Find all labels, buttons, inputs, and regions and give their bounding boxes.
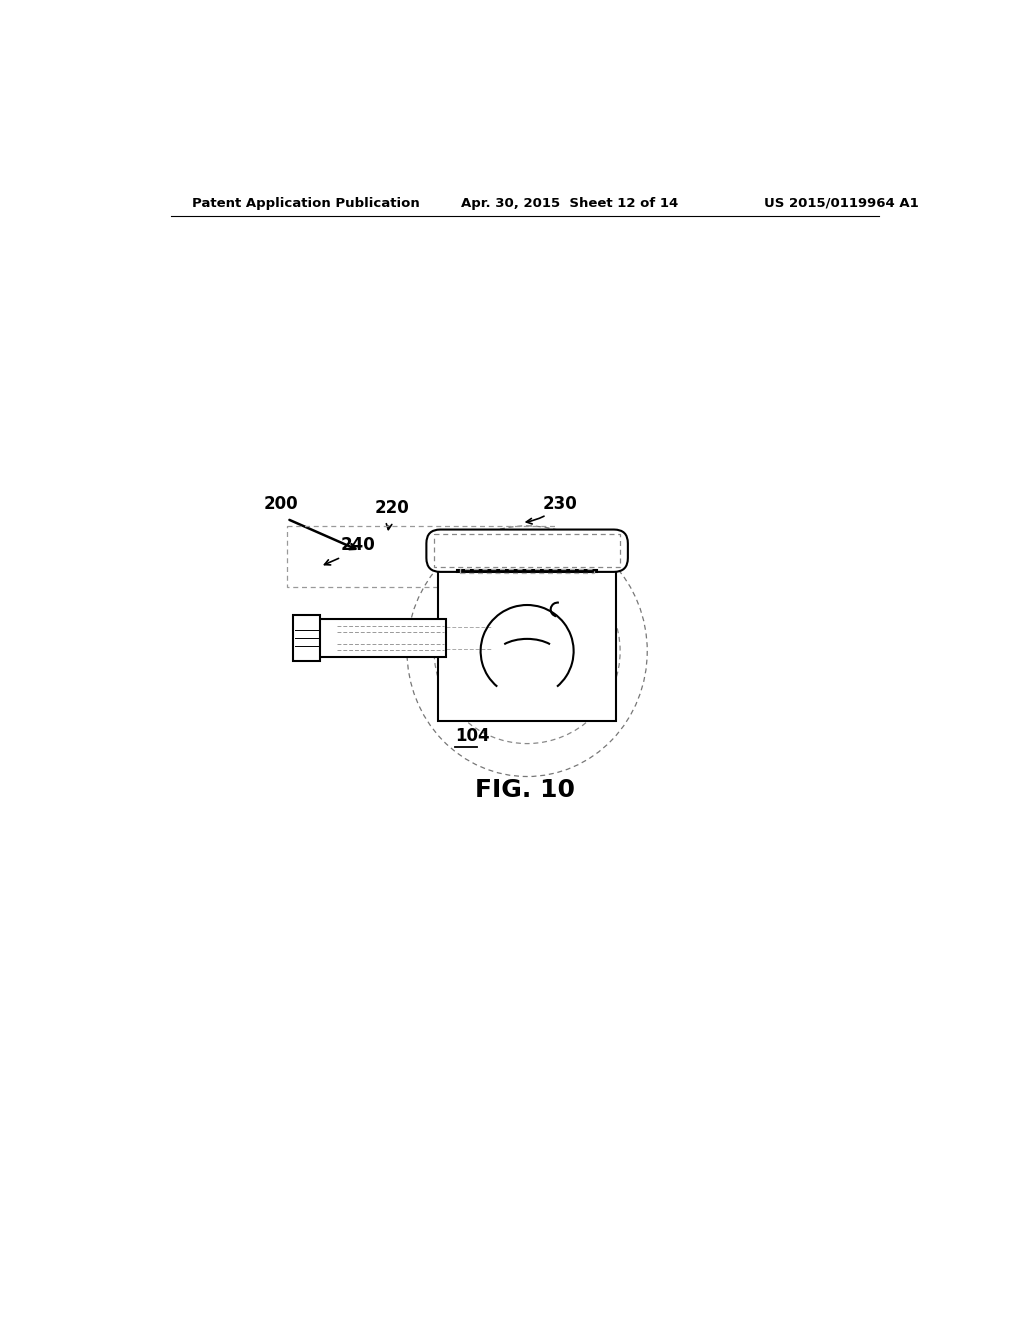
FancyBboxPatch shape (426, 529, 628, 572)
Bar (317, 619, 445, 657)
Text: 200: 200 (263, 495, 298, 512)
Bar (458, 570, 597, 572)
Bar (438, 570, 616, 721)
Circle shape (458, 582, 597, 721)
Text: 106: 106 (549, 614, 584, 632)
Text: Patent Application Publication: Patent Application Publication (191, 197, 419, 210)
Bar (293, 615, 321, 661)
Bar (461, 569, 594, 573)
Text: 230: 230 (543, 495, 578, 512)
Text: 240: 240 (340, 536, 375, 553)
Bar (287, 525, 555, 587)
Text: US 2015/0119964 A1: US 2015/0119964 A1 (764, 197, 919, 210)
Text: FIG. 10: FIG. 10 (475, 777, 574, 801)
Text: 102: 102 (562, 677, 597, 696)
Circle shape (480, 605, 573, 697)
Text: 220: 220 (375, 499, 410, 516)
Text: Apr. 30, 2015  Sheet 12 of 14: Apr. 30, 2015 Sheet 12 of 14 (461, 197, 679, 210)
Text: 104: 104 (455, 727, 489, 746)
Text: 108: 108 (566, 585, 601, 603)
Text: 110: 110 (531, 636, 565, 653)
Circle shape (498, 622, 557, 681)
Bar (434, 535, 621, 568)
